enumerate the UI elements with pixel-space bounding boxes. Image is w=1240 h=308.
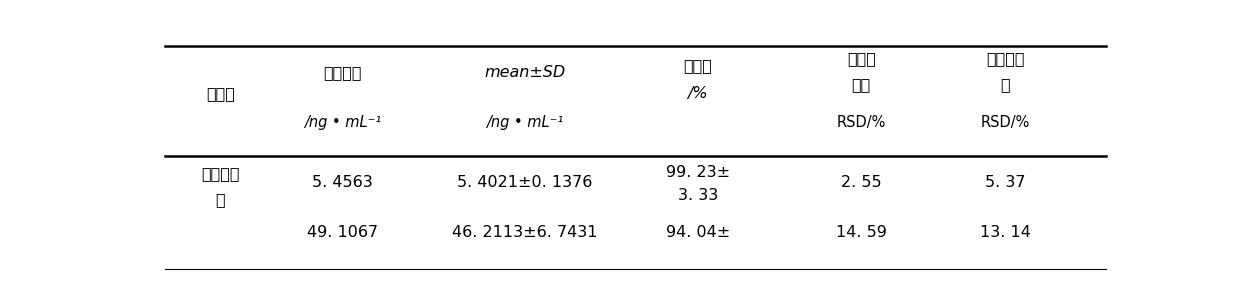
Text: RSD/%: RSD/%	[837, 115, 887, 130]
Text: 准确度: 准确度	[683, 58, 713, 73]
Text: 加入浓度: 加入浓度	[324, 65, 362, 80]
Text: 化合物: 化合物	[206, 86, 234, 101]
Text: 日内精: 日内精	[847, 51, 875, 66]
Text: 46. 2113±6. 7431: 46. 2113±6. 7431	[453, 225, 598, 240]
Text: 94. 04±: 94. 04±	[666, 225, 730, 240]
Text: 5. 4021±0. 1376: 5. 4021±0. 1376	[458, 175, 593, 190]
Text: 13. 14: 13. 14	[980, 225, 1030, 240]
Text: /%: /%	[688, 86, 708, 101]
Text: /ng • mL⁻¹: /ng • mL⁻¹	[304, 115, 381, 130]
Text: /ng • mL⁻¹: /ng • mL⁻¹	[486, 115, 564, 130]
Text: 3. 33: 3. 33	[678, 188, 718, 203]
Text: 49. 1067: 49. 1067	[306, 225, 378, 240]
Text: 日间精密: 日间精密	[986, 51, 1024, 66]
Text: 酸: 酸	[216, 192, 226, 207]
Text: 5. 37: 5. 37	[986, 175, 1025, 190]
Text: 2. 55: 2. 55	[841, 175, 882, 190]
Text: 密度: 密度	[852, 77, 870, 92]
Text: 99. 23±: 99. 23±	[666, 165, 730, 180]
Text: 5. 4563: 5. 4563	[312, 175, 373, 190]
Text: RSD/%: RSD/%	[981, 115, 1030, 130]
Text: mean±SD: mean±SD	[485, 65, 565, 80]
Text: 度: 度	[1001, 77, 1011, 92]
Text: 14. 59: 14. 59	[836, 225, 887, 240]
Text: 京尼平苷: 京尼平苷	[201, 166, 239, 181]
